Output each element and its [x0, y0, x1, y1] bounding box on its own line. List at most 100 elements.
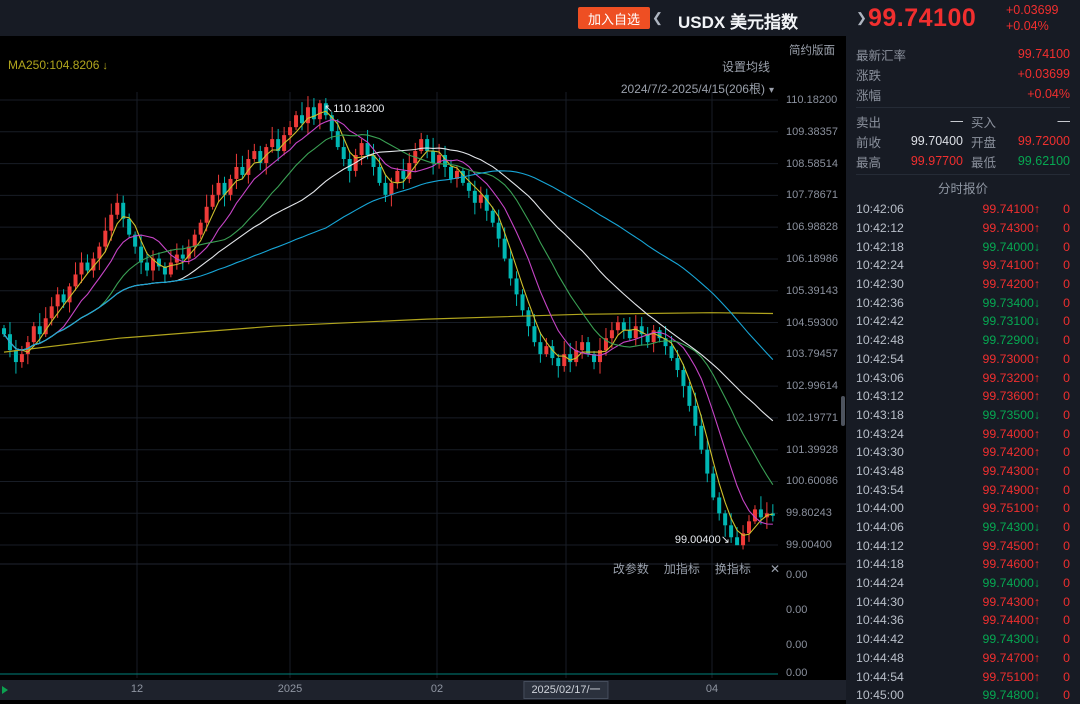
y-axis-label: 108.58514 [786, 157, 838, 170]
next-symbol-icon[interactable]: ❯ [856, 10, 867, 25]
y-axis-label: 102.19771 [786, 411, 838, 424]
change-row: 涨跌 +0.03699 [856, 64, 1070, 84]
session-flag-icon [2, 686, 8, 694]
ma-settings-button[interactable]: 设置均线 [721, 60, 770, 74]
x-axis-tick: 12 [130, 683, 144, 695]
latest-rate-label: 最新汇率 [856, 48, 907, 63]
toolbar-button[interactable]: 换指标 [714, 562, 751, 576]
quote-time: 10:45:00 [856, 688, 904, 703]
quote-volume: 0 [1063, 445, 1070, 460]
change-pct-label: 涨幅 [856, 88, 882, 103]
quote-time: 10:44:24 [856, 576, 904, 591]
quote-row: 10:44:48 99.74700↑ 0 [856, 649, 1070, 668]
quote-price: 99.73100↓ [982, 314, 1040, 329]
quote-row: 10:42:42 99.73100↓ 0 [856, 312, 1070, 331]
quote-row: 10:42:36 99.73400↓ 0 [856, 293, 1070, 312]
sub-axis-label: 0.00 [786, 604, 808, 616]
toolbar-items: 改参数 加指标 换指标 [613, 560, 751, 577]
quote-time: 10:43:24 [856, 426, 904, 441]
quote-price: 99.74300↓ [982, 520, 1040, 535]
quote-row: 10:42:48 99.72900↓ 0 [856, 331, 1070, 350]
quote-time: 10:44:12 [856, 538, 904, 553]
quote-price: 99.74800↓ [982, 688, 1040, 703]
close-icon[interactable]: ✕ [769, 561, 780, 576]
toolbar-button[interactable]: 改参数 [612, 562, 649, 576]
quote-price: 99.73400↓ [982, 295, 1040, 310]
quote-list[interactable]: 10:42:06 99.74100↑ 0 10:42:12 99.74300↑ 0 10:4… [856, 200, 1070, 704]
quote-price: 99.74200↑ [982, 445, 1040, 460]
quote-row: 10:42:24 99.74100↑ 0 [856, 256, 1070, 275]
quote-volume: 0 [1063, 426, 1070, 441]
last-price: 99.74100 [868, 4, 977, 32]
y-axis-label: 106.98828 [786, 221, 838, 234]
high-label: 最高 [856, 155, 882, 170]
quote-time: 10:44:18 [856, 557, 904, 572]
quote-volume: 0 [1063, 258, 1070, 273]
quote-row: 10:42:06 99.74100↑ 0 [856, 200, 1070, 219]
quote-price: 99.74000↑ [982, 426, 1040, 441]
trough-value: 99.00400 [674, 534, 721, 546]
quote-price: 99.73500↓ [982, 407, 1040, 422]
date-range-text: 2024/7/2-2025/4/15(206根) [620, 82, 765, 96]
quote-volume: 0 [1063, 650, 1070, 665]
candlestick-chart[interactable] [0, 36, 846, 704]
quote-row: 10:44:54 99.75100↑ 0 [856, 667, 1070, 686]
quote-time: 10:43:18 [856, 407, 904, 422]
y-axis-label: 106.18986 [786, 252, 838, 265]
quote-time: 10:44:42 [856, 632, 904, 647]
prev-symbol-icon[interactable]: ❮ [652, 10, 663, 25]
change-label: 涨跌 [856, 68, 882, 83]
change-percent: +0.04% [1006, 19, 1049, 33]
y-axis-label: 105.39143 [786, 284, 838, 297]
toolbar-button[interactable]: 加指标 [663, 562, 700, 576]
ma-legend[interactable]: MA250:104.8206 ↓ [8, 58, 108, 72]
quote-price: 99.74000↓ [982, 239, 1040, 254]
quote-price: 99.74300↑ [982, 463, 1040, 478]
date-range-selector[interactable]: 2024/7/2-2025/4/15(206根) ▾ [621, 80, 774, 97]
y-axis-label: 103.79457 [786, 348, 838, 361]
simple-layout-button[interactable]: 简约版面 [789, 45, 835, 57]
quote-time: 10:44:30 [856, 594, 904, 609]
quote-row: 10:44:42 99.74300↓ 0 [856, 630, 1070, 649]
high-low-row: 最高 99.97700 最低 99.62100 [856, 151, 1070, 171]
legend-collapse-icon[interactable]: ↓ [102, 60, 108, 72]
buy-label: 买入 [971, 115, 997, 130]
quote-time: 10:43:54 [856, 482, 904, 497]
chart-area: MA250:104.8206 ↓ 设置均线 2024/7/2-2025/4/15(… [0, 36, 846, 704]
sub-axis-label: 0.00 [786, 569, 808, 581]
quote-row: 10:43:54 99.74900↑ 0 [856, 480, 1070, 499]
quote-row: 10:42:30 99.74200↑ 0 [856, 275, 1070, 294]
change-value: +0.03699 [1017, 67, 1070, 81]
divider [856, 174, 1070, 175]
scrollbar-thumb[interactable] [841, 396, 845, 426]
topbar: 加入自选 ❮ USDX 美元指数 ❯ 99.74100 +0.03699 +0.… [0, 0, 1080, 36]
quote-volume: 0 [1063, 669, 1070, 684]
y-axis-label: 99.00400 [786, 539, 832, 552]
quote-price: 99.74600↑ [982, 557, 1040, 572]
quote-time: 10:42:54 [856, 351, 904, 366]
y-axis-label: 102.99614 [786, 380, 838, 393]
quote-price: 99.74100↑ [982, 202, 1040, 217]
y-axis-label: 107.78671 [786, 189, 838, 202]
quote-time: 10:42:42 [856, 314, 904, 329]
add-watchlist-button[interactable]: 加入自选 [578, 7, 651, 29]
latest-rate-row: 最新汇率 99.74100 [856, 44, 1070, 64]
quote-volume: 0 [1063, 520, 1070, 535]
quote-time: 10:42:48 [856, 333, 904, 348]
quote-price: 99.73200↑ [982, 370, 1040, 385]
quote-time: 10:42:12 [856, 221, 904, 236]
quote-row: 10:44:06 99.74300↓ 0 [856, 518, 1070, 537]
quote-price: 99.74000↓ [982, 576, 1040, 591]
trough-annotation: 99.00400↘ [630, 533, 730, 546]
y-axis-label: 110.18200 [786, 94, 838, 106]
quote-row: 10:43:06 99.73200↑ 0 [856, 368, 1070, 387]
quote-volume: 0 [1063, 463, 1070, 478]
price-change-block: +0.03699 +0.04% [1006, 2, 1058, 34]
prev-close-label: 前收 [856, 135, 882, 150]
quote-time: 10:43:30 [856, 445, 904, 460]
quote-price: 99.74400↑ [982, 613, 1040, 628]
quote-row: 10:44:00 99.75100↑ 0 [856, 499, 1070, 518]
quote-volume: 0 [1063, 407, 1070, 422]
latest-rate-value: 99.74100 [1017, 47, 1070, 61]
quote-time: 10:44:36 [856, 613, 904, 628]
